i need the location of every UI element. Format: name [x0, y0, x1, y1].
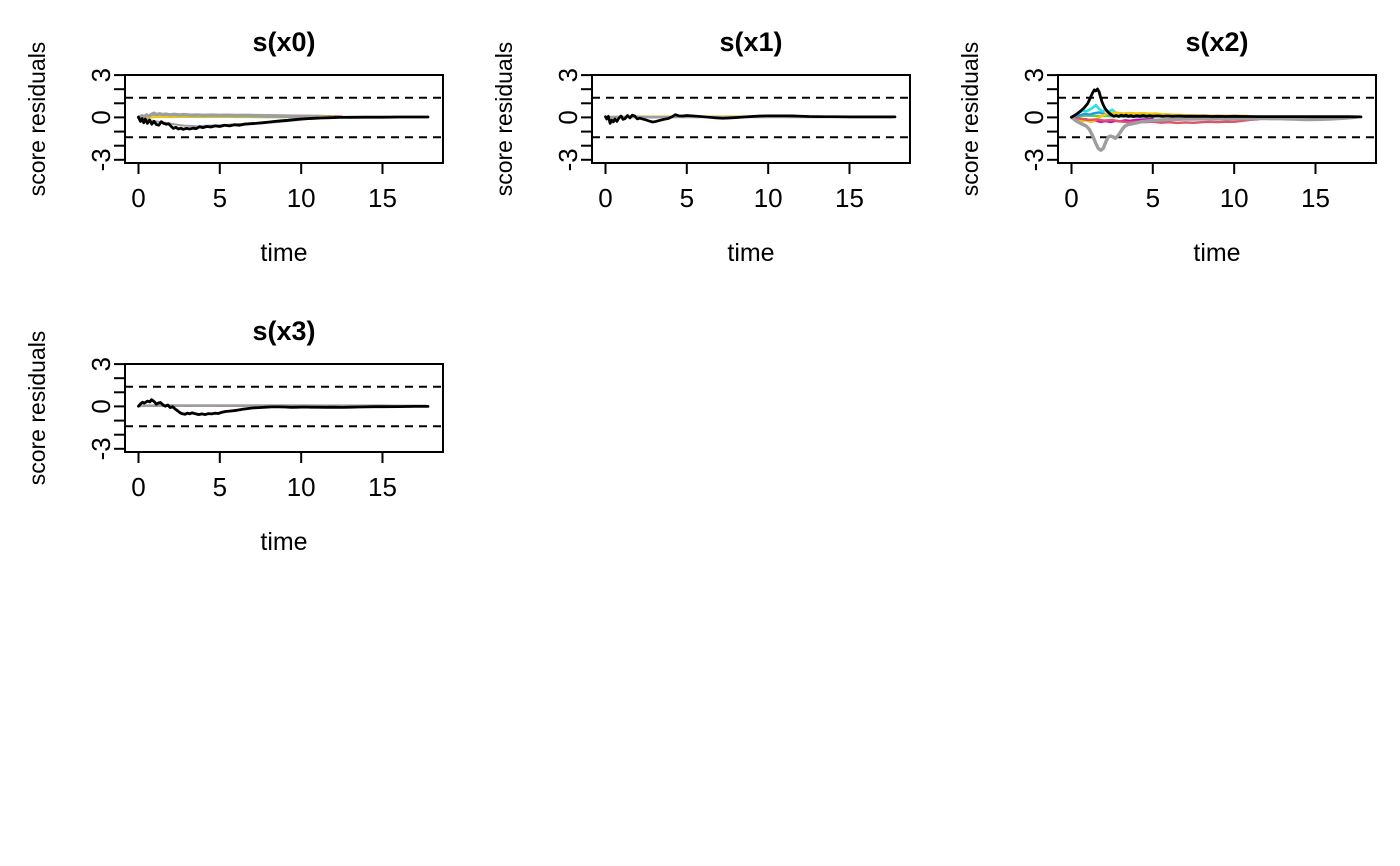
- panel-sx2: 0 5 10 15 -3 0 3 s(x2) time score residuals: [957, 27, 1378, 267]
- x-tick-label: 0: [1065, 183, 1079, 213]
- series-group: [136, 111, 430, 131]
- y-tick-label: 3: [1019, 68, 1049, 82]
- x-tick-label: 5: [213, 183, 227, 213]
- y-tick-label: 3: [86, 357, 116, 371]
- y-tick-label: 3: [86, 68, 116, 82]
- series-group: [137, 397, 430, 416]
- x-tick-label: 15: [835, 183, 864, 213]
- series-line-gray: [136, 111, 320, 119]
- x-tick-label: 15: [368, 472, 397, 502]
- x-axis-label: time: [260, 528, 307, 556]
- series-line-black: [137, 397, 430, 416]
- series-group: [603, 113, 896, 125]
- y-tick-label: 0: [1019, 110, 1049, 124]
- y-tick-label: -3: [1019, 148, 1049, 171]
- y-tick-label: 3: [553, 68, 583, 82]
- panel-title: s(x0): [252, 27, 315, 57]
- x-axis-label: time: [727, 239, 774, 267]
- panel-title: s(x1): [719, 27, 782, 57]
- plot-box: [123, 73, 444, 164]
- panel-sx3: 0 5 10 15 -3 0 3 s(x3) time score residuals: [24, 316, 444, 556]
- y-tick-label: 0: [553, 110, 583, 124]
- y-axis-label: score residuals: [957, 42, 983, 197]
- x-tick-label: 10: [287, 183, 316, 213]
- panel-sx1: 0 5 10 15 -3 0 3 s(x1) time score residuals: [491, 27, 911, 267]
- y-axis-label: score residuals: [491, 42, 517, 197]
- series-line-black: [603, 113, 896, 125]
- y-axis-label: score residuals: [24, 42, 50, 197]
- y-axis-label: score residuals: [24, 330, 50, 485]
- plot-box: [590, 73, 911, 164]
- x-axis-label: time: [260, 239, 307, 267]
- x-tick-label: 15: [368, 183, 397, 213]
- x-tick-label: 5: [1146, 183, 1160, 213]
- y-tick-label: -3: [86, 148, 116, 171]
- x-axis-label: time: [1194, 239, 1241, 267]
- panel-title: s(x2): [1186, 27, 1249, 57]
- x-tick-label: 0: [131, 183, 145, 213]
- series-group: [1070, 87, 1363, 152]
- panel-title: s(x3): [252, 316, 315, 346]
- x-tick-label: 5: [679, 183, 693, 213]
- x-tick-label: 0: [131, 472, 145, 502]
- x-tick-label: 15: [1301, 183, 1330, 213]
- panel-sx0: 0 5 10 15 -3 0 3 s(x0) time score residuals: [24, 27, 444, 267]
- series-line-black: [1070, 87, 1363, 119]
- y-tick-label: -3: [553, 148, 583, 171]
- x-tick-label: 10: [287, 472, 316, 502]
- x-tick-label: 5: [213, 472, 227, 502]
- y-tick-label: 0: [86, 399, 116, 413]
- x-tick-label: 10: [753, 183, 782, 213]
- series-line-pink: [1070, 116, 1261, 125]
- y-tick-label: 0: [86, 110, 116, 124]
- y-tick-label: -3: [86, 437, 116, 460]
- x-tick-label: 0: [598, 183, 612, 213]
- plot-box: [1057, 73, 1378, 164]
- x-tick-label: 10: [1220, 183, 1249, 213]
- series-line-black: [137, 115, 430, 131]
- plot-box: [123, 362, 444, 453]
- series-line-gray: [1070, 115, 1359, 152]
